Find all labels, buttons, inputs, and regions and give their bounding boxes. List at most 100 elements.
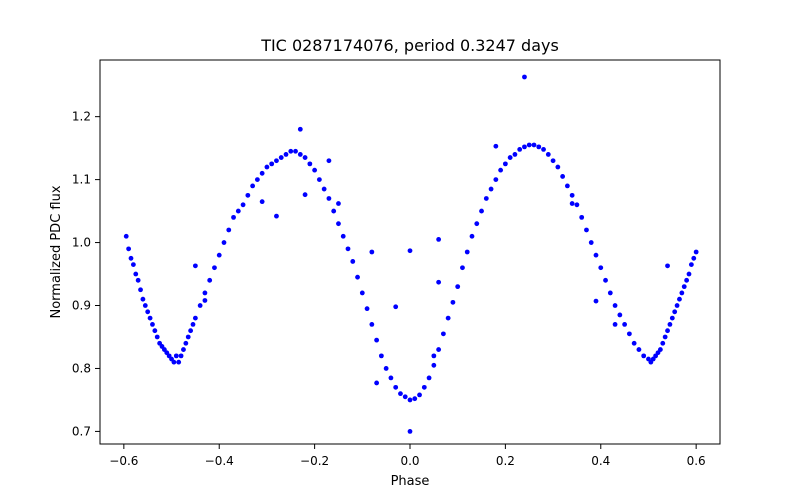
data-point [493,143,499,149]
data-point [128,255,134,261]
data-point [221,240,227,245]
data-point [660,340,666,346]
data-point [681,284,687,290]
data-point [686,271,692,277]
y-tick-label: 1.1 [72,173,91,187]
data-point [355,274,360,280]
data-point [393,384,399,390]
data-point [517,146,523,152]
data-point [307,161,313,167]
data-point [173,353,179,359]
data-point [176,359,182,365]
data-point [672,309,678,315]
data-point [350,259,356,264]
data-point [302,192,308,198]
data-point [297,126,303,132]
data-point [684,277,690,283]
data-point [426,375,432,381]
data-point [512,152,518,157]
data-point [502,161,508,167]
data-point [641,353,647,359]
x-tick-label: 0.0 [400,454,419,468]
data-point [531,142,537,148]
data-point [388,375,394,381]
y-axis-label: Normalized PDC flux [49,185,64,318]
x-tick-label: −0.6 [109,454,138,468]
data-point [321,186,327,192]
data-point [154,334,160,340]
data-point [202,298,208,303]
data-point [226,227,232,233]
data-point [440,331,446,337]
data-point [688,262,694,267]
data-point [183,340,189,346]
data-point [216,252,222,258]
data-point [202,290,208,296]
data-point [274,213,279,219]
y-tick-label: 0.9 [72,299,91,313]
data-point [657,347,663,352]
data-point [145,309,151,315]
data-point [474,221,480,227]
data-point [336,201,341,206]
data-point [259,199,265,205]
y-axis-ticks: 0.7 0.8 0.9 1.0 1.1 1.2 [72,110,100,438]
data-point [460,265,465,271]
data-point [190,321,196,327]
data-point [417,392,422,398]
data-point [574,202,580,208]
data-point [612,303,618,308]
data-point [569,192,575,198]
data-point [665,263,670,269]
data-point [197,303,203,308]
data-point [374,380,380,386]
data-point [407,429,413,434]
data-point [479,208,484,214]
data-point [612,321,618,327]
data-point [278,155,284,160]
data-point [436,237,442,242]
data-point [302,155,308,160]
data-point [498,167,504,173]
data-point [507,155,513,160]
data-point [316,177,322,183]
data-point [326,196,332,201]
data-point [240,202,246,208]
data-point [584,227,589,233]
data-point [450,299,456,305]
data-point [340,233,346,239]
data-point [274,158,279,164]
data-point [192,263,198,269]
data-point [636,347,642,352]
data-point [555,164,561,170]
data-point [455,284,461,290]
data-point [674,303,680,308]
data-point [431,362,437,368]
data-point [393,304,399,310]
chart-title: TIC 0287174076, period 0.3247 days [260,36,559,55]
data-point [374,337,380,343]
data-point [383,366,389,371]
data-point [407,248,413,254]
x-tick-label: 0.4 [591,454,610,468]
data-point [369,249,375,255]
data-point [245,192,251,198]
data-point [488,186,494,192]
data-point [407,397,413,403]
data-point [147,315,153,321]
data-point [593,252,599,258]
data-point [536,144,542,150]
data-point [626,331,632,337]
data-point [178,353,184,359]
data-point [188,328,194,334]
data-point [464,249,470,255]
data-point [691,255,697,261]
data-points [123,74,699,434]
data-point [412,396,418,402]
data-point [677,296,682,302]
data-point [667,321,673,327]
y-tick-label: 0.8 [72,361,91,375]
